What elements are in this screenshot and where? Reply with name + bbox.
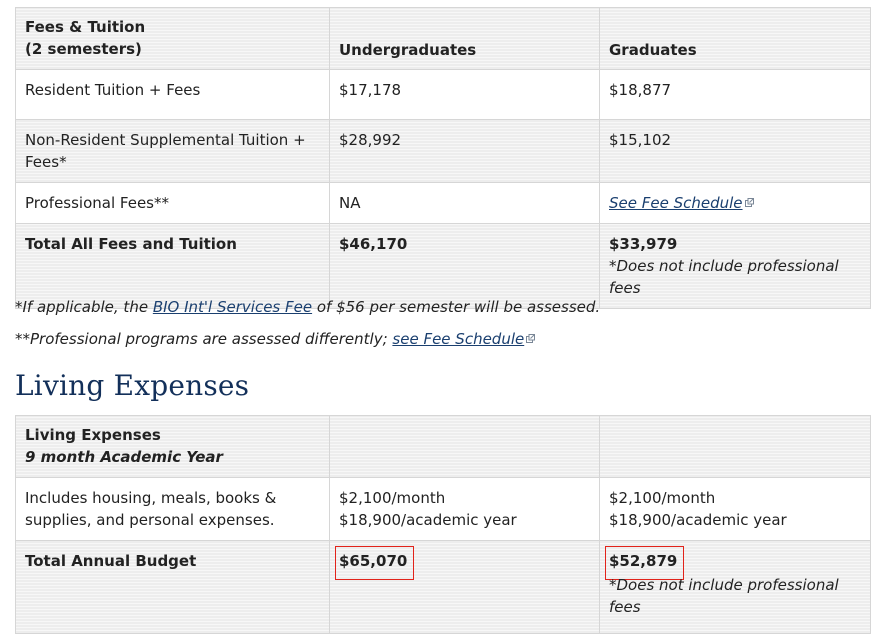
highlighted-grad-budget: $52,879 xyxy=(605,546,685,580)
empty-header-cell xyxy=(329,415,600,478)
grad-living-cell: $2,100/month $18,900/academic year xyxy=(599,477,871,541)
column-header-graduates: Graduates xyxy=(599,7,871,70)
table-row: Resident Tuition + Fees $17,178 $18,877 xyxy=(15,69,871,120)
row-label: Resident Tuition + Fees xyxy=(15,69,330,120)
fees-tuition-table: Fees & Tuition (2 semesters) Undergradua… xyxy=(15,7,871,309)
bio-intl-services-fee-link[interactable]: BIO Int'l Services Fee xyxy=(152,298,313,316)
yearly-value: $18,900/academic year xyxy=(609,511,787,529)
see-fee-schedule-link[interactable]: See Fee Schedule xyxy=(609,194,743,212)
grad-value-cell: See Fee Schedule xyxy=(599,182,871,224)
table-row: Non-Resident Supplemental Tuition + Fees… xyxy=(15,119,871,183)
undergrad-living-cell: $2,100/month $18,900/academic year xyxy=(329,477,600,541)
living-header-title-cell: Living Expenses 9 month Academic Year xyxy=(15,415,330,478)
fees-header-title-cell: Fees & Tuition (2 semesters) xyxy=(15,7,330,70)
total-label: Total Annual Budget xyxy=(15,540,330,634)
footnote-intl-fee: *If applicable, the BIO Int'l Services F… xyxy=(15,296,600,318)
footnote-text: of $56 per semester will be assessed. xyxy=(312,298,601,316)
monthly-value: $2,100/month xyxy=(339,489,446,507)
page-content: Fees & Tuition (2 semesters) Undergradua… xyxy=(15,7,871,634)
total-grad-cell: $33,979 *Does not include professional f… xyxy=(599,223,871,309)
footnote-text: *If applicable, the xyxy=(15,298,153,316)
external-link-icon xyxy=(526,334,536,343)
external-link-icon xyxy=(744,198,754,207)
grad-note: *Does not include professional fees xyxy=(609,257,839,297)
living-header-subtitle: 9 month Academic Year xyxy=(25,448,223,466)
highlighted-undergrad-budget: $65,070 xyxy=(335,546,415,580)
living-header-title: Living Expenses xyxy=(25,426,161,444)
footnote-text: **Professional programs are assessed dif… xyxy=(15,330,393,348)
grad-value: $15,102 xyxy=(599,119,871,183)
footnote-professional: **Professional programs are assessed dif… xyxy=(15,328,536,350)
row-label: Professional Fees** xyxy=(15,182,330,224)
table-row: Professional Fees** NA See Fee Schedule xyxy=(15,182,871,224)
total-row: Total All Fees and Tuition $46,170 $33,9… xyxy=(15,223,871,309)
total-undergrad-value: $46,170 xyxy=(329,223,600,309)
living-expenses-heading: Living Expenses xyxy=(15,369,250,402)
table-header-row: Living Expenses 9 month Academic Year xyxy=(15,415,871,478)
table-row: Includes housing, meals, books & supplie… xyxy=(15,477,871,541)
column-header-undergraduates: Undergraduates xyxy=(329,7,600,70)
undergrad-value: NA xyxy=(329,182,600,224)
fees-header-subtitle: (2 semesters) xyxy=(25,40,142,58)
grad-note: *Does not include professional fees xyxy=(609,576,839,616)
total-undergrad-cell: $65,070 xyxy=(329,540,600,634)
undergrad-value: $28,992 xyxy=(329,119,600,183)
monthly-value: $2,100/month xyxy=(609,489,716,507)
total-row: Total Annual Budget $65,070 $52,879 *Doe… xyxy=(15,540,871,634)
empty-header-cell xyxy=(599,415,871,478)
fees-header-title: Fees & Tuition xyxy=(25,18,146,36)
total-label: Total All Fees and Tuition xyxy=(15,223,330,309)
row-label: Includes housing, meals, books & supplie… xyxy=(15,477,330,541)
living-expenses-table: Living Expenses 9 month Academic Year In… xyxy=(15,415,871,634)
row-label: Non-Resident Supplemental Tuition + Fees… xyxy=(15,119,330,183)
yearly-value: $18,900/academic year xyxy=(339,511,517,529)
grad-value: $18,877 xyxy=(599,69,871,120)
total-grad-value: $33,979 xyxy=(609,235,678,253)
table-header-row: Fees & Tuition (2 semesters) Undergradua… xyxy=(15,7,871,70)
see-fee-schedule-footnote-link[interactable]: see Fee Schedule xyxy=(392,330,525,348)
undergrad-value: $17,178 xyxy=(329,69,600,120)
total-grad-cell: $52,879 *Does not include professional f… xyxy=(599,540,871,634)
